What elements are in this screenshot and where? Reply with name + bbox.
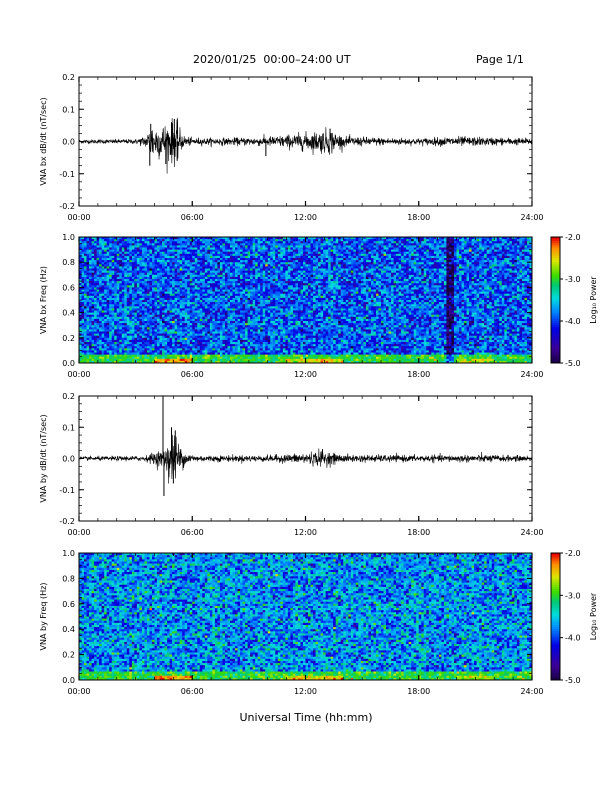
x-tick-label: 12:00: [294, 213, 317, 222]
y-axis-label: VNA bx dB/dt (nT/sec): [39, 97, 48, 185]
trace-line: [79, 118, 532, 174]
panel-1: 0.2 0.1 0.0 -0.1 -0.2 00:00 06:00 12:00 18:00 24:…: [39, 73, 544, 222]
y-tick-label: 0.2: [62, 73, 75, 82]
y-tick-label: -0.1: [59, 170, 75, 179]
y-tick-label: 0.1: [62, 105, 75, 114]
x-tick-label: 24:00: [520, 213, 543, 222]
x-tick-label: 18:00: [407, 213, 430, 222]
x-tick-label: 00:00: [67, 213, 90, 222]
y-tick-label: -0.2: [59, 202, 75, 211]
spectrogram-2: [79, 237, 532, 363]
x-tick-label: 06:00: [181, 213, 204, 222]
y-tick-label: 0.0: [62, 138, 75, 147]
